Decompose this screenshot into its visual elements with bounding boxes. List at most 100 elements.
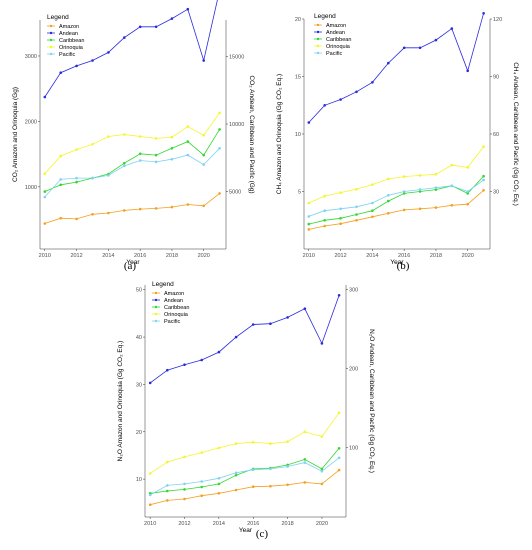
data-point-pacific bbox=[418, 188, 422, 191]
data-point-orinoquia bbox=[286, 440, 289, 444]
data-point-orinoquia bbox=[234, 442, 238, 445]
data-point-andean bbox=[43, 95, 47, 99]
data-point-caribbean bbox=[43, 190, 47, 193]
data-point-pacific bbox=[91, 176, 94, 180]
data-point-caribbean bbox=[418, 190, 422, 193]
data-point-andean bbox=[251, 323, 255, 326]
data-point-pacific bbox=[303, 461, 307, 464]
data-point-pacific bbox=[138, 159, 142, 162]
data-point-orinoquia bbox=[43, 172, 47, 176]
x-tick-label: 2012 bbox=[334, 253, 346, 259]
y-right-tick-label: 100 bbox=[349, 446, 358, 452]
data-point-caribbean bbox=[186, 140, 190, 143]
y-axis-right-label: N₂O Andean, Caribbean and Pacific (Gg CO… bbox=[368, 329, 375, 473]
data-point-pacific bbox=[286, 465, 289, 468]
legend-item-label: Amazon bbox=[164, 291, 184, 297]
data-point-andean bbox=[59, 71, 62, 74]
legend-item-label: Andean bbox=[326, 30, 345, 36]
data-point-amazon bbox=[43, 222, 47, 225]
data-point-caribbean bbox=[234, 473, 238, 477]
data-point-pacific bbox=[323, 209, 327, 212]
data-point-amazon bbox=[450, 204, 454, 207]
x-tick-label: 2016 bbox=[134, 253, 146, 259]
panel-caption: (b) bbox=[397, 260, 410, 272]
data-point-caribbean bbox=[307, 222, 311, 226]
data-point-caribbean bbox=[466, 192, 470, 195]
x-tick-label: 2012 bbox=[70, 253, 82, 259]
data-point-pacific bbox=[43, 195, 47, 199]
data-point-amazon bbox=[323, 224, 327, 228]
series-line-caribbean bbox=[44, 129, 220, 192]
x-tick-label: 2018 bbox=[430, 253, 442, 259]
data-point-orinoquia bbox=[269, 442, 272, 445]
data-point-andean bbox=[418, 46, 422, 50]
y-left-tick-label: 20 bbox=[295, 17, 301, 23]
data-point-pacific bbox=[59, 178, 62, 181]
x-tick-label: 2014 bbox=[213, 521, 225, 527]
data-point-andean bbox=[402, 46, 406, 50]
data-point-pacific bbox=[251, 468, 255, 472]
data-point-pacific bbox=[337, 456, 341, 460]
data-point-orinoquia bbox=[450, 163, 454, 167]
data-point-amazon bbox=[91, 213, 94, 216]
legend-key-point bbox=[49, 38, 53, 42]
legend-item-label: Orinoquia bbox=[59, 45, 84, 51]
data-point-orinoquia bbox=[186, 125, 190, 128]
data-point-pacific bbox=[107, 174, 110, 177]
data-point-orinoquia bbox=[166, 460, 169, 464]
series-line-caribbean bbox=[150, 448, 340, 494]
series-line-orinoquia bbox=[308, 146, 484, 204]
data-point-orinoquia bbox=[371, 183, 374, 186]
data-point-amazon bbox=[482, 189, 485, 192]
data-point-andean bbox=[123, 36, 126, 39]
data-point-orinoquia bbox=[466, 166, 470, 169]
data-point-amazon bbox=[251, 485, 255, 489]
data-point-pacific bbox=[450, 184, 454, 188]
legend: Legend AmazonAndeanCaribbeanOrinoquiaPaci… bbox=[152, 281, 189, 325]
legend-key-point bbox=[49, 24, 53, 28]
x-tick-label: 2018 bbox=[166, 253, 178, 259]
data-point-pacific bbox=[482, 178, 485, 182]
data-point-pacific bbox=[186, 153, 190, 157]
data-point-andean bbox=[339, 98, 342, 101]
series-line-caribbean bbox=[308, 175, 484, 225]
data-point-orinoquia bbox=[75, 148, 78, 151]
x-tick-label: 2020 bbox=[316, 521, 328, 527]
data-point-andean bbox=[450, 27, 454, 30]
data-point-pacific bbox=[307, 215, 311, 218]
data-point-pacific bbox=[234, 471, 238, 475]
chart-panel-3: 2010 2012 2014 2016 2018 2020 10 20 30 40 50 100 200… bbox=[117, 281, 375, 540]
y-right-tick-label: 15000 bbox=[229, 54, 244, 60]
data-point-caribbean bbox=[320, 467, 324, 471]
data-point-orinoquia bbox=[183, 455, 186, 459]
data-point-orinoquia bbox=[91, 143, 94, 146]
data-point-orinoquia bbox=[138, 135, 142, 138]
data-point-andean bbox=[200, 358, 203, 362]
data-point-amazon bbox=[286, 483, 289, 487]
y-left-tick-label: 30 bbox=[136, 382, 142, 388]
x-tick-label: 2018 bbox=[281, 521, 293, 527]
y-left-tick-label: 20 bbox=[136, 430, 142, 436]
data-point-amazon bbox=[59, 216, 62, 220]
x-tick-label: 2014 bbox=[102, 253, 114, 259]
legend-item-label: Andean bbox=[59, 31, 78, 37]
data-point-amazon bbox=[339, 222, 342, 225]
data-point-andean bbox=[337, 294, 341, 297]
data-point-andean bbox=[166, 368, 169, 372]
data-point-pacific bbox=[148, 493, 152, 497]
data-point-orinoquia bbox=[387, 177, 390, 181]
data-point-amazon bbox=[217, 492, 221, 495]
data-point-andean bbox=[466, 69, 470, 73]
data-point-amazon bbox=[402, 208, 406, 212]
data-point-caribbean bbox=[59, 183, 62, 187]
y-left-tick-label: 50 bbox=[136, 288, 142, 294]
y-right-tick-label: 90 bbox=[493, 75, 499, 81]
data-point-andean bbox=[303, 307, 307, 311]
x-tick-label: 2010 bbox=[39, 253, 51, 259]
series-line-amazon bbox=[150, 469, 340, 506]
data-point-pacific bbox=[200, 480, 203, 483]
data-point-amazon bbox=[434, 206, 438, 209]
series-line-orinoquia bbox=[149, 412, 340, 474]
chart-panel-1: 2010 2012 2014 2016 2018 2020 1000 2000 3000 5000… bbox=[12, 0, 255, 272]
series-line-pacific bbox=[44, 148, 220, 198]
